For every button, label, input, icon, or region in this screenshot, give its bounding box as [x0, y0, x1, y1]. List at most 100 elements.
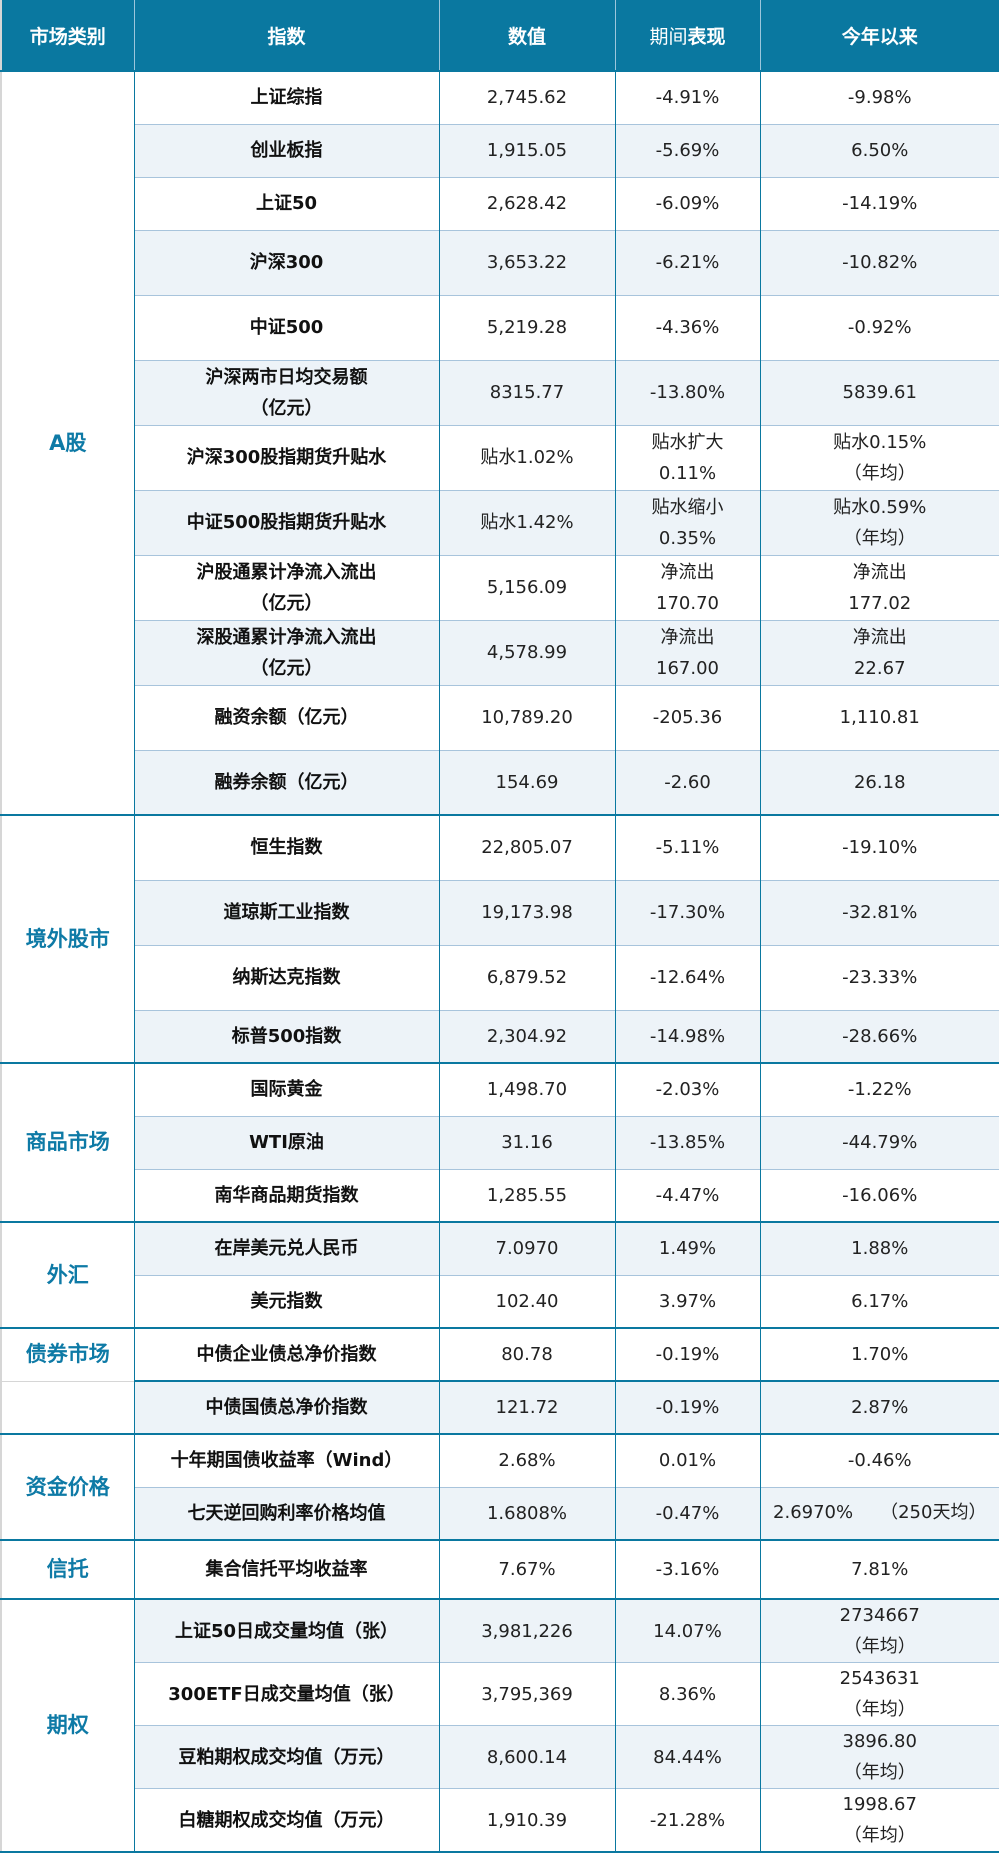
period-cell-text: 0.01%: [658, 1450, 717, 1472]
value-cell-text: 7.0970: [495, 1238, 559, 1260]
index-name-cell: 中证500: [134, 294, 440, 360]
period-cell: -4.47%: [615, 1168, 761, 1222]
period-cell: -13.80%: [615, 359, 761, 425]
value-cell-text: 2.68%: [498, 1450, 556, 1472]
index-name-cell-text: 中债企业债总净价指数: [196, 1344, 377, 1365]
table-row: WTI原油 31.16 -13.85% -44.79%: [1, 1115, 999, 1169]
value-cell: 22,805.07: [439, 814, 616, 880]
value-cell-text: 8,600.14: [486, 1746, 568, 1768]
index-name-cell: WTI原油: [134, 1115, 440, 1169]
period-cell-text: -13.85%: [649, 1132, 726, 1153]
index-name-cell-text: 上证50: [255, 193, 318, 214]
period-cell-text: -6.09%: [655, 193, 720, 214]
period-cell-text: 贴水扩大: [651, 431, 724, 453]
ytd-cell-text: -10.82%: [842, 252, 918, 273]
period-cell-text: 84.44%: [653, 1746, 722, 1768]
period-cell-text: 3.97%: [658, 1290, 717, 1312]
ytd-cell: 贴水0.59% （年均）: [760, 489, 999, 555]
table-row: 上证50 2,628.42 -6.09% -14.19%: [1, 176, 999, 230]
index-name-cell-text: 美元指数: [250, 1290, 323, 1312]
period-cell: 贴水缩小 0.35%: [615, 489, 761, 555]
period-cell-text-line2: 0.35%: [658, 527, 717, 549]
period-cell-text: -13.80%: [649, 382, 726, 403]
period-cell: 3.97%: [615, 1274, 761, 1328]
index-name-cell-text: 创业板指: [250, 140, 323, 161]
category-cell: 外汇: [1, 1221, 135, 1328]
period-cell: -17.30%: [615, 879, 761, 945]
ytd-cell-text: -16.06%: [842, 1184, 918, 1206]
value-cell: 5,219.28: [439, 294, 616, 360]
value-cell-text: 4,578.99: [486, 642, 568, 663]
index-name-cell: 恒生指数: [134, 814, 440, 880]
value-cell: 6,879.52: [439, 944, 616, 1010]
table-row: 沪深300股指期货升贴水 贴水1.02% 贴水扩大 0.11% 贴水0.15% （年均）: [1, 424, 999, 490]
value-cell-text: 2,745.62: [486, 87, 568, 109]
ytd-cell-text-line2: （年均）: [843, 1825, 916, 1846]
value-cell-text: 贴水1.02%: [480, 447, 574, 468]
table-row: 创业板指 1,915.05 -5.69% 6.50%: [1, 123, 999, 177]
period-cell: -0.47%: [615, 1486, 761, 1540]
period-cell-text: -14.98%: [649, 1025, 726, 1047]
category-cell: 资金价格: [1, 1433, 135, 1540]
category-cell: 债券市场: [1, 1327, 135, 1381]
category-cell: [1, 1380, 135, 1434]
period-cell-text: -5.69%: [655, 140, 720, 161]
index-name-cell: 沪深300: [134, 229, 440, 295]
table-row: 300ETF日成交量均值（张） 3,795,369 8.36% 2543631 （年均）: [1, 1662, 999, 1726]
period-cell: -3.16%: [615, 1539, 761, 1599]
ytd-cell-text: 贴水0.15%: [833, 431, 927, 453]
period-cell: -5.69%: [615, 123, 761, 177]
ytd-cell-text: 6.17%: [851, 1290, 909, 1312]
period-cell: -13.85%: [615, 1115, 761, 1169]
ytd-cell-text: -44.79%: [842, 1132, 918, 1153]
index-name-cell-text: 沪深两市日均交易额: [205, 366, 368, 388]
value-cell-text: 7.67%: [498, 1559, 556, 1580]
index-name-cell-text: 沪深300: [249, 252, 324, 273]
period-cell-text-line2: 0.11%: [658, 462, 717, 484]
ytd-cell: 2543631 （年均）: [760, 1662, 999, 1726]
ytd-cell-text: 2734667: [839, 1605, 920, 1626]
table-row: 美元指数 102.40 3.97% 6.17%: [1, 1274, 999, 1328]
value-cell: 3,981,226: [439, 1598, 616, 1663]
ytd-cell: 贴水0.15% （年均）: [760, 424, 999, 490]
ytd-cell-text: -9.98%: [847, 87, 912, 109]
value-cell: 1,910.39: [439, 1788, 616, 1852]
period-cell: -4.36%: [615, 294, 761, 360]
period-cell-text: -5.11%: [655, 837, 720, 859]
index-name-cell-text: 300ETF日成交量均值（张）: [168, 1683, 405, 1705]
category-cell: 期权: [1, 1598, 135, 1852]
table-row: 深股通累计净流入流出 （亿元） 4,578.99 净流出 167.00 净流出 22.67: [1, 619, 999, 685]
ytd-cell-text-line2: 22.67: [853, 657, 906, 679]
value-cell: 2,304.92: [439, 1009, 616, 1063]
value-cell: 19,173.98: [439, 879, 616, 945]
ytd-cell-text: -0.46%: [847, 1450, 912, 1472]
period-cell-text: 8.36%: [658, 1683, 717, 1705]
ytd-cell: -0.92%: [760, 294, 999, 360]
ytd-cell: 26.18: [760, 749, 999, 815]
category-cell: 信托: [1, 1539, 135, 1599]
ytd-cell-text-line2: （年均）: [843, 462, 916, 484]
ytd-cell: 7.81%: [760, 1539, 999, 1599]
period-cell-text: -6.21%: [655, 252, 720, 273]
ytd-cell: -9.98%: [760, 70, 999, 124]
category-cell: 境外股市: [1, 814, 135, 1063]
table-row: 融券余额（亿元） 154.69 -2.60 26.18: [1, 749, 999, 815]
period-cell-text: -2.60: [664, 771, 711, 793]
period-cell-text: 1.49%: [658, 1238, 717, 1260]
ytd-cell-text: 1,110.81: [839, 707, 920, 728]
ytd-cell-text: -0.92%: [847, 317, 912, 338]
table-row: 期权 上证50日成交量均值（张） 3,981,226 14.07% 2734667 （年均…: [1, 1598, 999, 1852]
index-name-cell-text: 纳斯达克指数: [232, 967, 341, 988]
period-cell: -0.19%: [615, 1327, 761, 1381]
table-row: 南华商品期货指数 1,285.55 -4.47% -16.06%: [1, 1168, 999, 1222]
ytd-cell: 1.70%: [760, 1327, 999, 1381]
value-cell-text: 3,653.22: [486, 252, 568, 273]
value-cell: 1.6808%: [439, 1486, 616, 1540]
ytd-cell-text-line2: （年均）: [843, 527, 916, 549]
ytd-cell: -44.79%: [760, 1115, 999, 1169]
table-row: 纳斯达克指数 6,879.52 -12.64% -23.33%: [1, 944, 999, 1010]
index-name-cell: 上证综指: [134, 70, 440, 124]
period-cell: 贴水扩大 0.11%: [615, 424, 761, 490]
value-cell: 贴水1.02%: [439, 424, 616, 490]
ytd-cell-text: 2.87%: [851, 1397, 909, 1418]
